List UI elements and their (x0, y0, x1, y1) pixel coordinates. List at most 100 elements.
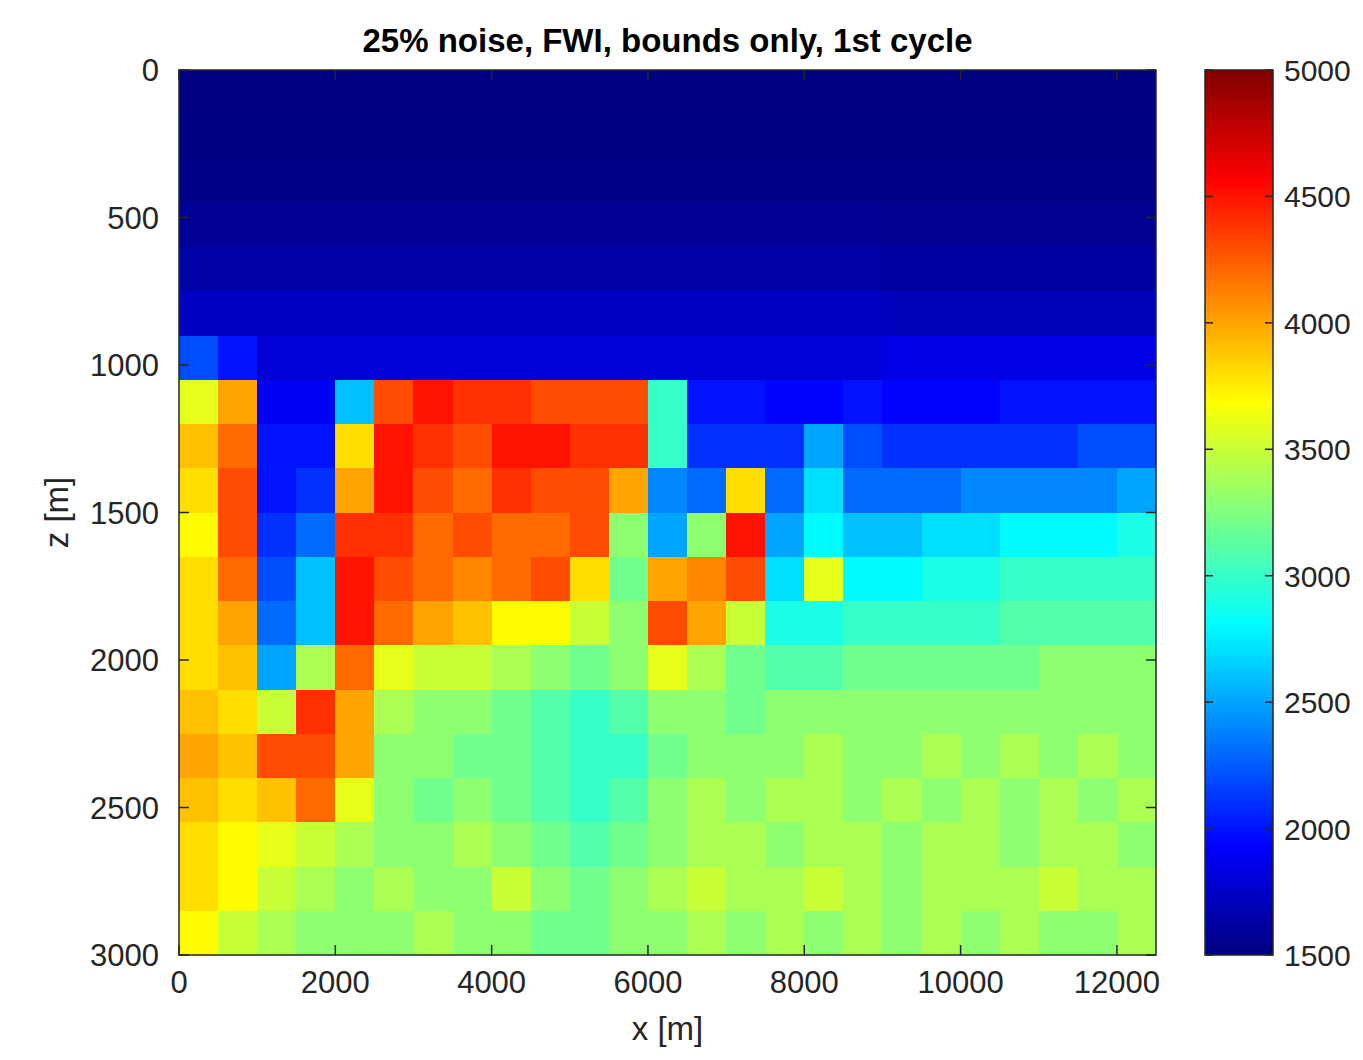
cell (179, 468, 219, 513)
cell (882, 601, 922, 646)
cell (413, 867, 453, 912)
cell (413, 734, 453, 779)
cell (843, 822, 883, 867)
cell (843, 867, 883, 912)
cell (218, 867, 258, 912)
cell (1000, 247, 1040, 292)
cell (492, 867, 532, 912)
cell (413, 822, 453, 867)
y-tick-label: 3000 (90, 938, 159, 973)
colorbar-tick-left (1205, 449, 1213, 451)
cell (961, 159, 1001, 204)
cells (179, 70, 1156, 955)
cell (218, 203, 258, 248)
cell (218, 336, 258, 381)
cell (687, 468, 727, 513)
cell (1039, 247, 1079, 292)
colorbar-tick-label: 4000 (1284, 307, 1351, 340)
cell (1039, 114, 1079, 159)
cell (648, 114, 688, 159)
y-tick-right (1146, 659, 1156, 661)
cell (609, 513, 649, 558)
y-tick-label: 1500 (90, 496, 159, 531)
cell (609, 159, 649, 204)
cell (1000, 778, 1040, 823)
y-tick (179, 69, 189, 71)
x-axis-label: x [m] (632, 1010, 704, 1047)
cell (1000, 734, 1040, 779)
cell (531, 468, 571, 513)
cell (531, 690, 571, 735)
cell (453, 601, 493, 646)
cell (1078, 867, 1118, 912)
cell (765, 911, 805, 955)
cell (843, 336, 883, 381)
colorbar-tick-left (1205, 69, 1213, 71)
cell (648, 468, 688, 513)
cell (1117, 380, 1156, 425)
cell (804, 734, 844, 779)
cell (609, 336, 649, 381)
cell (453, 114, 493, 159)
colorbar-tick-label: 2000 (1284, 813, 1351, 846)
colorbar-tick-left (1205, 322, 1213, 324)
cell (609, 778, 649, 823)
cell (1117, 424, 1156, 469)
cell (1000, 601, 1040, 646)
cell (804, 114, 844, 159)
cell (882, 734, 922, 779)
cell (804, 70, 844, 115)
cell (413, 336, 453, 381)
x-tick (647, 945, 649, 955)
x-tick (335, 945, 337, 955)
cell (374, 645, 414, 690)
cell (531, 734, 571, 779)
cell (1039, 867, 1079, 912)
x-tick-label: 10000 (917, 965, 1003, 1000)
cell (492, 424, 532, 469)
cell (726, 513, 766, 558)
cell (296, 513, 336, 558)
cell (374, 247, 414, 292)
x-tick-top (647, 70, 649, 80)
y-tick-right (1146, 807, 1156, 809)
plot-frame (179, 70, 1156, 955)
cell (843, 247, 883, 292)
cell (726, 778, 766, 823)
y-tick-label: 2000 (90, 643, 159, 678)
cell (374, 513, 414, 558)
cell (179, 114, 219, 159)
cell (648, 247, 688, 292)
cell (218, 380, 258, 425)
cell (257, 867, 297, 912)
cell (1078, 380, 1118, 425)
cell (804, 778, 844, 823)
cell (374, 734, 414, 779)
cell (335, 468, 375, 513)
cell (296, 911, 336, 955)
colorbar-tick (1265, 322, 1273, 324)
cell (1078, 336, 1118, 381)
cell (687, 380, 727, 425)
cell (179, 557, 219, 602)
cell (1000, 911, 1040, 955)
cell (922, 468, 962, 513)
cell (726, 911, 766, 955)
cell (687, 424, 727, 469)
colorbar-tick (1265, 828, 1273, 830)
cell (687, 911, 727, 955)
cell (492, 159, 532, 204)
cell (765, 114, 805, 159)
cell (453, 336, 493, 381)
cell (179, 159, 219, 204)
cell (882, 690, 922, 735)
cell (1000, 557, 1040, 602)
cell (1039, 203, 1079, 248)
cell (492, 468, 532, 513)
cell (453, 247, 493, 292)
cell (218, 911, 258, 955)
cell (257, 336, 297, 381)
cell (726, 867, 766, 912)
cell (413, 690, 453, 735)
colorbar-tick (1265, 449, 1273, 451)
